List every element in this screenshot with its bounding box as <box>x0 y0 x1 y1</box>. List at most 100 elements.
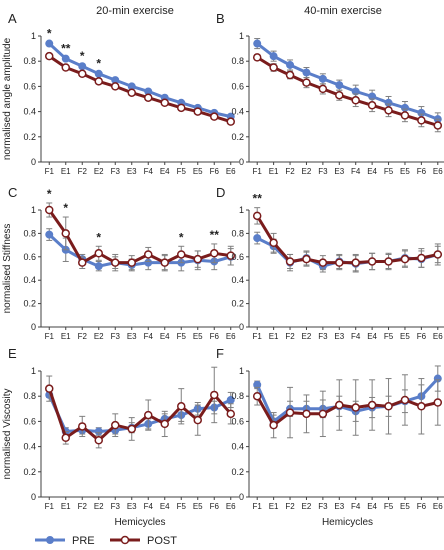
y-tick-label: 0 <box>239 322 244 332</box>
significance-marker: ** <box>253 192 263 206</box>
x-tick-label: E5 <box>193 502 203 511</box>
data-point <box>210 112 219 121</box>
data-point <box>417 253 426 263</box>
data-point <box>302 68 311 77</box>
x-tick-label: F4 <box>351 332 361 341</box>
x-tick-label: F4 <box>351 502 361 511</box>
x-tick-label: E4 <box>367 332 377 341</box>
x-tick-label: F5 <box>177 332 187 341</box>
x-tick-label: F6 <box>417 332 427 341</box>
data-point <box>193 107 202 116</box>
data-point <box>269 52 278 61</box>
data-point <box>127 88 136 97</box>
significance-marker: * <box>179 230 184 244</box>
data-point <box>335 400 344 410</box>
data-point <box>78 69 87 79</box>
x-tick-label: F1 <box>45 502 55 511</box>
y-tick-label: 1 <box>31 31 36 41</box>
data-point <box>335 90 344 100</box>
column-title-40min: 40-min exercise <box>304 5 382 17</box>
y-tick-label: 0.4 <box>23 275 36 285</box>
panel-letter: C <box>8 185 17 200</box>
x-tick-label: E6 <box>226 167 236 176</box>
x-tick-label: F4 <box>144 502 154 511</box>
x-tick-label: F5 <box>384 167 394 176</box>
column-title-20min: 20-min exercise <box>96 5 174 17</box>
data-point <box>177 250 186 259</box>
legend: PRE POST <box>35 535 177 547</box>
data-point <box>384 402 393 411</box>
data-point <box>94 262 103 271</box>
legend-pre-label: PRE <box>72 535 95 547</box>
x-tick-label: E2 <box>302 502 312 511</box>
data-point <box>210 390 219 400</box>
x-tick-label: E4 <box>160 167 170 176</box>
data-point <box>318 74 327 83</box>
data-point <box>318 258 328 267</box>
x-tick-label: E2 <box>94 502 104 511</box>
data-point <box>367 400 377 410</box>
data-point <box>335 258 344 267</box>
x-tick-label: E6 <box>433 502 443 511</box>
x-tick-label: E3 <box>334 502 344 511</box>
data-point <box>61 54 70 63</box>
panel-b: B 0 0.2 0.4 0.6 0.8 1 F1 E1 F2 E2 F3 E3 F4 E4 F5 E5 F6 E6 <box>216 11 444 176</box>
x-tick-label: E3 <box>334 167 344 176</box>
data-point <box>433 250 443 259</box>
y-tick-label: 0.8 <box>23 56 36 66</box>
y-tick-label: 0.4 <box>231 275 244 285</box>
data-point <box>351 403 360 412</box>
x-tick-label: E1 <box>269 502 279 511</box>
data-point <box>94 436 103 445</box>
significance-marker: * <box>96 230 101 244</box>
x-tick-label: E1 <box>61 502 71 511</box>
y-tick-label: 0.2 <box>23 299 36 309</box>
y-tick-label: 0.2 <box>23 132 36 142</box>
x-axis-title: Hemicycles <box>322 517 373 528</box>
x-tick-label: F5 <box>177 167 187 176</box>
y-tick-label: 0.6 <box>23 416 36 426</box>
y-tick-label: 1 <box>239 31 244 41</box>
x-tick-label: F1 <box>45 332 55 341</box>
x-tick-label: F6 <box>417 167 427 176</box>
y-tick-label: 0.2 <box>23 467 36 477</box>
x-tick-label: E5 <box>193 167 203 176</box>
data-point <box>45 51 54 61</box>
data-point <box>94 77 103 86</box>
x-tick-label: E3 <box>127 502 137 511</box>
data-point <box>160 98 169 108</box>
legend-post-label: POST <box>147 535 177 547</box>
data-point <box>286 60 295 69</box>
y-axis-label: normalised Viscosity <box>2 389 13 480</box>
x-tick-label: E1 <box>269 167 279 176</box>
data-point <box>269 238 278 248</box>
x-tick-label: E6 <box>226 332 236 341</box>
y-tick-label: 1 <box>31 366 36 376</box>
data-point <box>160 258 169 267</box>
y-tick-label: 0 <box>31 322 36 332</box>
data-point <box>111 82 120 91</box>
y-tick-label: 0.8 <box>231 228 244 238</box>
data-point <box>335 81 344 90</box>
y-tick-label: 0.2 <box>231 299 244 309</box>
x-tick-label: F5 <box>177 502 187 511</box>
x-axis-title: Hemicycles <box>114 517 165 528</box>
data-point <box>417 402 426 411</box>
series-post <box>45 366 235 449</box>
data-point <box>433 398 443 407</box>
y-tick-label: 0.8 <box>23 391 36 401</box>
y-tick-label: 1 <box>31 205 36 215</box>
data-point <box>111 258 120 267</box>
data-point <box>78 62 87 71</box>
data-point <box>144 250 153 259</box>
x-tick-label: F5 <box>384 502 394 511</box>
legend-pre-marker <box>46 536 54 544</box>
panel-letter: D <box>216 185 225 200</box>
data-point <box>302 254 311 264</box>
data-point <box>384 106 393 115</box>
data-point <box>252 391 262 401</box>
y-tick-label: 0.6 <box>23 81 36 91</box>
